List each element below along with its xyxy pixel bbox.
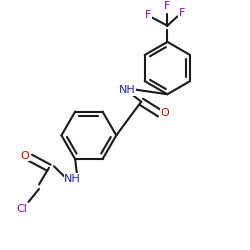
Text: F: F (179, 8, 185, 18)
Text: Cl: Cl (16, 204, 27, 214)
Text: O: O (160, 108, 169, 118)
Text: F: F (145, 10, 151, 20)
Text: F: F (164, 1, 170, 11)
Text: NH: NH (64, 174, 81, 184)
Text: O: O (20, 151, 29, 161)
Text: NH: NH (119, 86, 136, 96)
